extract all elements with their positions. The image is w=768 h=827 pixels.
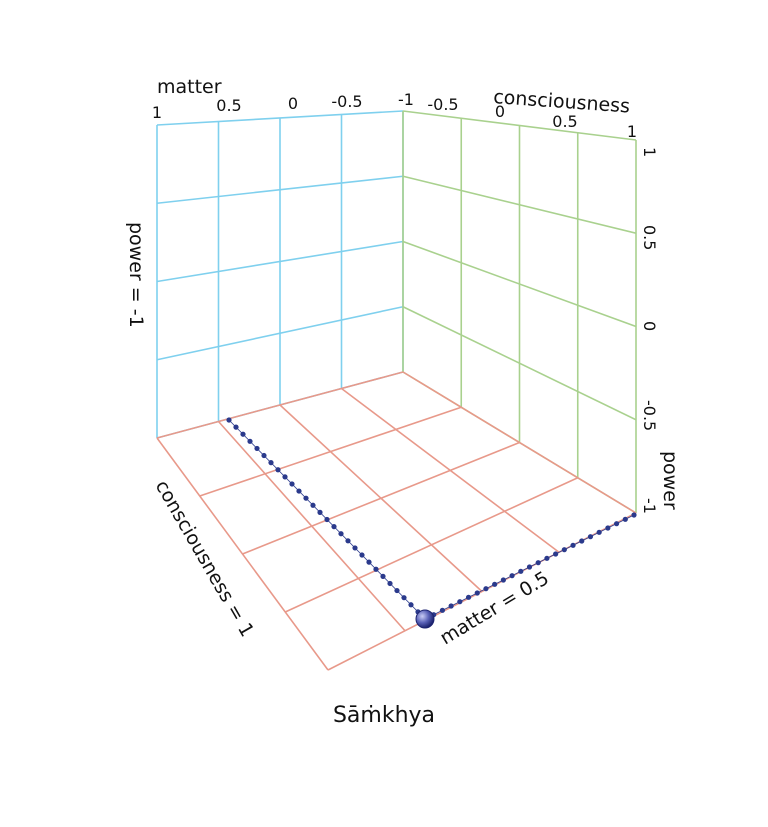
matter-tick: 0 — [288, 94, 298, 113]
consciousness-tick: 1 — [627, 122, 637, 141]
power-minus-one-label: power = -1 — [125, 222, 147, 328]
side-wall-horizontal-line — [402, 240, 637, 328]
back-wall-horizontal-line — [156, 240, 404, 283]
matter-tick: 0.5 — [216, 96, 241, 115]
power-axis-title: power — [659, 451, 681, 510]
floor-grid-line — [284, 477, 579, 613]
power-tick: 1 — [640, 147, 659, 157]
floor-grid-line — [341, 387, 560, 553]
matter-tick: -0.5 — [331, 92, 362, 111]
floor-grid — [156, 371, 637, 671]
matter-dotted-line-dot-stroke — [228, 419, 426, 620]
power-tick: -1 — [640, 498, 659, 514]
consciousness-tick: 0 — [495, 102, 505, 121]
matter-equals-label: matter = 0.5 — [436, 567, 553, 649]
consciousness-tick: 0.5 — [552, 112, 577, 131]
matter-tick: -1 — [398, 90, 414, 109]
floor-grid-line — [402, 371, 637, 514]
floor-grid-line — [242, 441, 520, 555]
side-wall-horizontal-line — [402, 306, 637, 421]
consciousness-tick: -0.5 — [427, 95, 458, 114]
back-wall-horizontal-line — [156, 305, 404, 361]
matter-tick: 1 — [152, 103, 162, 122]
consciousness-dotted-line-dot-stroke — [424, 514, 635, 620]
side-wall-grid — [402, 110, 637, 514]
dotted-marker-lines — [226, 417, 637, 622]
back-wall-grid — [156, 110, 404, 439]
power-tick: -0.5 — [640, 400, 659, 431]
marker-point — [415, 609, 435, 629]
matter-axis-title: matter — [157, 76, 222, 98]
power-tick: 0.5 — [640, 225, 659, 250]
diagram-caption: Sāṁkhya — [333, 703, 435, 728]
power-tick: 0 — [640, 321, 659, 331]
